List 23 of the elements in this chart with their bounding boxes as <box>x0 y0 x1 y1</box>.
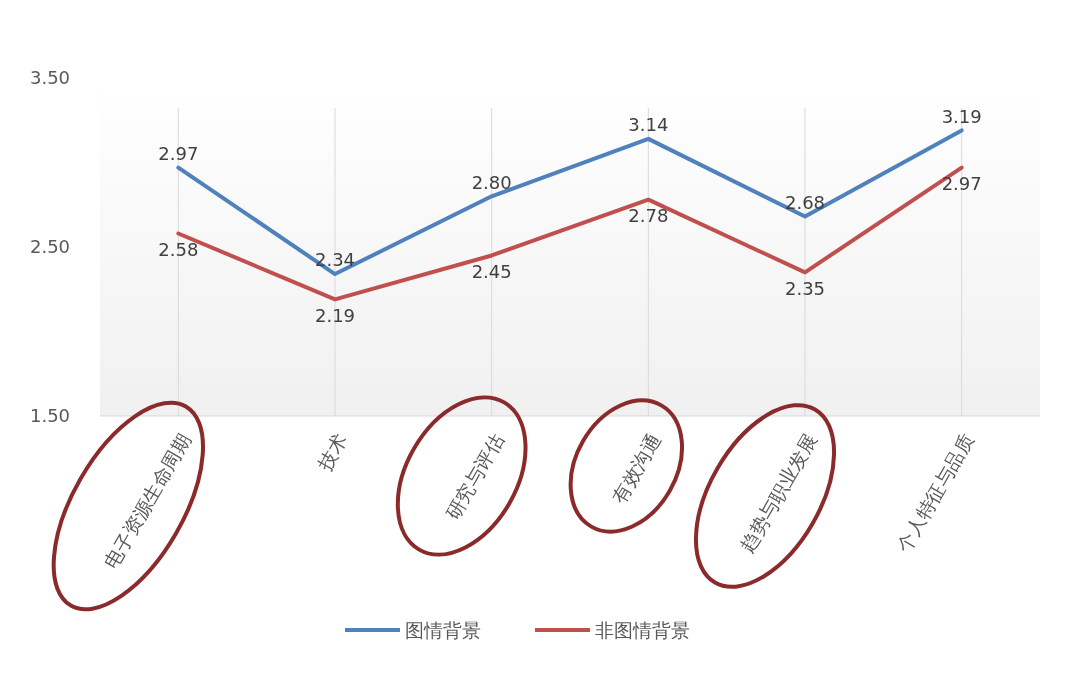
text: 2.45 <box>471 260 512 282</box>
text: 3.14 <box>628 114 669 136</box>
text: 2.35 <box>784 277 826 299</box>
text: 2.58 <box>158 238 199 260</box>
text: 2.34 <box>314 249 356 271</box>
x-tick-label: 研究与评估 <box>441 429 508 524</box>
y-tick-label: 3.50 <box>29 67 71 89</box>
text: 2.80 <box>471 171 512 193</box>
y-tick-label: 2.50 <box>29 236 71 258</box>
x-tick-label: 个人特征与品质 <box>892 429 978 556</box>
text: 2.97 <box>941 172 982 194</box>
x-tick-label: 技术 <box>312 429 352 475</box>
text: 3.19 <box>941 105 982 127</box>
x-tick-label: 电子资源生命周期 <box>99 429 195 573</box>
y-tick-label: 1.50 <box>29 405 71 427</box>
legend-label: 非图情背景 <box>595 618 690 641</box>
text: 2.97 <box>158 142 199 164</box>
text: 2.68 <box>784 191 826 213</box>
text: 2.19 <box>314 304 356 326</box>
x-tick-label: 有效沟通 <box>607 429 665 507</box>
x-tick-label: 趋势与职业发展 <box>735 429 822 556</box>
legend-label: 图情背景 <box>405 618 481 641</box>
text: 2.78 <box>628 204 669 226</box>
